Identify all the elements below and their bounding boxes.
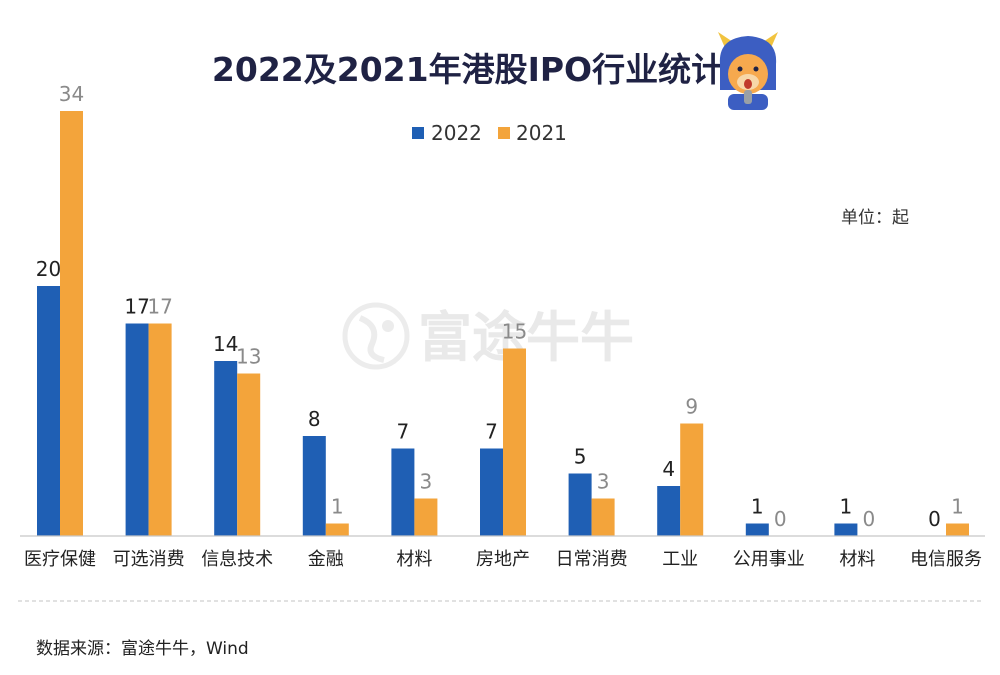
bar-2022-8 [745, 523, 769, 536]
bar-2021-1 [148, 323, 172, 536]
source-note: 数据来源：富途牛牛，Wind [36, 639, 249, 659]
value-label-2022-9: 1 [840, 495, 853, 519]
value-label-2021-1: 17 [147, 295, 172, 319]
chart-title: 2022及2021年港股IPO行业统计 [212, 50, 724, 89]
category-label-3: 金融 [308, 549, 344, 570]
value-label-2022-5: 7 [485, 420, 498, 444]
value-label-2021-8: 0 [774, 507, 787, 531]
category-label-0: 医疗保健 [24, 549, 96, 570]
value-label-2022-6: 5 [574, 445, 587, 469]
unit-label: 单位：起 [841, 208, 909, 228]
legend: 2022 2021 [412, 121, 567, 145]
bar-2022-3 [302, 436, 326, 536]
value-label-2021-10: 1 [951, 495, 964, 519]
bar-2021-10 [946, 523, 969, 536]
category-label-9: 材料 [839, 549, 875, 570]
value-label-2021-2: 13 [236, 345, 261, 369]
value-label-2021-6: 3 [597, 470, 610, 494]
category-label-4: 材料 [396, 549, 432, 570]
bar-2021-7 [680, 423, 704, 536]
legend-label-2022: 2022 [431, 121, 482, 145]
value-label-2022-4: 7 [397, 420, 410, 444]
value-label-2022-2: 14 [213, 332, 238, 356]
bar-2021-0 [60, 111, 83, 536]
category-label-8: 公用事业 [733, 549, 805, 570]
bar-2021-2 [237, 373, 261, 536]
bar-2022-1 [125, 323, 149, 536]
value-label-2021-0: 34 [59, 82, 84, 106]
bar-2022-9 [834, 523, 858, 536]
category-label-2: 信息技术 [201, 549, 273, 570]
bar-2022-2 [214, 361, 238, 536]
value-label-2021-7: 9 [685, 395, 698, 419]
watermark-logo-icon [342, 302, 410, 370]
value-label-2022-8: 1 [751, 495, 764, 519]
category-label-10: 电信服务 [910, 549, 982, 570]
legend-swatch-2022 [412, 127, 424, 139]
bar-2021-5 [503, 348, 526, 536]
bull-mascot-icon [718, 32, 778, 110]
legend-swatch-2021 [498, 127, 510, 139]
bar-2021-6 [591, 498, 615, 536]
category-labels: 医疗保健 可选消费 信息技术 金融 材料 房地产 日常消费 工业 公用事业 材料 电信服务 [24, 549, 982, 570]
value-label-2022-1: 17 [124, 295, 149, 319]
bar-2021-4 [414, 498, 438, 536]
value-label-2022-7: 4 [662, 457, 675, 481]
bar-2021-3 [325, 523, 349, 536]
category-label-7: 工业 [662, 549, 698, 570]
value-label-2022-10: 0 [928, 507, 941, 531]
watermark: 富途牛牛 [342, 302, 634, 370]
category-label-5: 房地产 [476, 549, 530, 570]
value-label-2021-3: 1 [331, 495, 344, 519]
value-label-2021-4: 3 [420, 470, 433, 494]
bar-2022-7 [657, 486, 681, 536]
category-label-1: 可选消费 [113, 549, 185, 570]
bar-2022-4 [391, 448, 415, 536]
bar-2022-5 [480, 448, 503, 536]
value-label-2022-0: 20 [36, 257, 61, 281]
value-label-2021-9: 0 [863, 507, 876, 531]
bar-2022-6 [568, 473, 592, 536]
legend-label-2021: 2021 [516, 121, 567, 145]
value-label-2022-3: 8 [308, 407, 321, 431]
category-label-6: 日常消费 [556, 549, 628, 570]
bar-2022-0 [37, 286, 60, 536]
value-label-2021-5: 15 [502, 320, 527, 344]
